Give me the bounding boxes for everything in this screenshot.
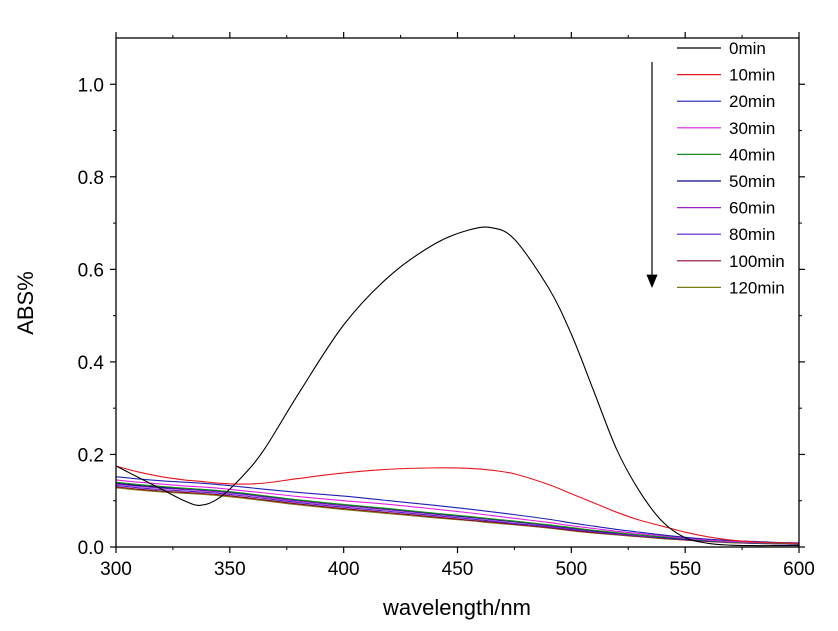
- legend-label-30min: 30min: [729, 119, 775, 138]
- legend-label-10min: 10min: [729, 66, 775, 85]
- legend-label-40min: 40min: [729, 145, 775, 164]
- y-tick-label: 1.0: [78, 75, 104, 96]
- x-tick-label: 550: [669, 559, 701, 580]
- series-line-10min: [115, 465, 800, 544]
- legend-label-100min: 100min: [729, 252, 785, 271]
- y-tick-label: 0.6: [78, 260, 104, 281]
- legend-label-120min: 120min: [729, 278, 785, 297]
- series-line-20min: [115, 476, 800, 544]
- y-tick-label: 0.2: [78, 445, 104, 466]
- axes-layer: 300 350 400 450 500 550 600 0.0 0.2 0.4 0.6 0.8 1.0: [78, 32, 815, 580]
- x-tick-label: 600: [783, 559, 815, 580]
- series-layer: [115, 226, 800, 547]
- legend-label-50min: 50min: [729, 172, 775, 191]
- legend-label-60min: 60min: [729, 199, 775, 218]
- legend-label-80min: 80min: [729, 225, 775, 244]
- legend-label-20min: 20min: [729, 92, 775, 111]
- x-tick-label: 300: [100, 559, 132, 580]
- annotation-arrow-head: [646, 274, 658, 289]
- x-tick-label: 500: [555, 559, 587, 580]
- y-tick-label: 0.0: [78, 538, 104, 559]
- series-line-0min: [115, 226, 800, 547]
- y-tick-label: 0.8: [78, 168, 104, 189]
- x-tick-label: 400: [328, 559, 360, 580]
- y-tick-label: 0.4: [78, 353, 105, 374]
- x-axis-title: wavelength/nm: [382, 595, 531, 620]
- legend: 0min 10min 20min 30min 40min 50min 60min 80min 1…: [646, 39, 785, 297]
- series-line-30min: [115, 479, 800, 544]
- plot-frame: [115, 37, 800, 548]
- legend-label-0min: 0min: [729, 39, 766, 58]
- x-tick-label: 350: [214, 559, 246, 580]
- y-axis-title: ABS%: [13, 271, 38, 335]
- x-tick-label: 450: [442, 559, 474, 580]
